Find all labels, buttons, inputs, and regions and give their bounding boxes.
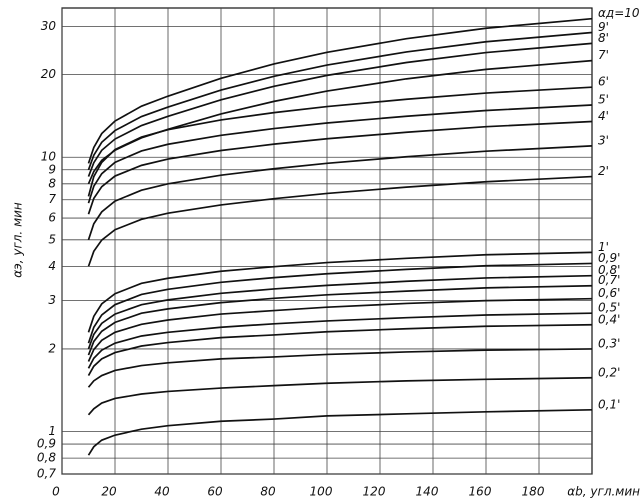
y-tick-label: 1 — [48, 424, 56, 438]
series-label: 8' — [598, 31, 609, 45]
y-tick-label: 5 — [48, 232, 56, 246]
y-tick-label: 4 — [48, 259, 56, 273]
y-tick-label: 0,7 — [37, 467, 56, 481]
series-label: 0,4' — [598, 312, 620, 326]
curve — [87, 31, 593, 171]
series-label: 5' — [598, 93, 609, 107]
curve — [87, 323, 593, 376]
x-tick-label: 20 — [101, 485, 117, 499]
y-tick-label: 0,9 — [37, 437, 56, 451]
y-tick-label: 2 — [48, 341, 56, 355]
series-label: 0,7' — [598, 273, 620, 287]
y-tick-label: 3 — [48, 293, 56, 307]
y-tick-label: 9 — [48, 162, 56, 176]
series-label: 2' — [598, 164, 609, 178]
curve — [87, 312, 593, 369]
y-axis-label: αэ, угл. мин — [11, 202, 25, 278]
curve — [87, 59, 593, 185]
x-tick-label: 40 — [154, 485, 170, 499]
curve — [87, 284, 593, 356]
series-label: 0,8' — [598, 263, 620, 277]
y-tick-label: 8 — [48, 176, 56, 190]
curve — [87, 17, 593, 164]
x-tick-label: 180 — [522, 485, 545, 499]
curve — [87, 348, 593, 388]
series-label: 4' — [598, 109, 609, 123]
curve — [87, 175, 593, 267]
series-label: 9' — [598, 20, 609, 34]
series-label: 0,1' — [598, 397, 620, 411]
y-tick-label: 6 — [48, 211, 56, 225]
curve — [87, 297, 593, 362]
series-label: 0,6' — [598, 286, 620, 300]
x-tick-label: 140 — [416, 485, 439, 499]
x-tick-label: 120 — [363, 485, 386, 499]
y-tick-label: 30 — [41, 19, 57, 33]
y-tick-label: 10 — [41, 150, 57, 164]
series-label: 0,2' — [598, 365, 620, 379]
series-label: αд=10 — [598, 6, 640, 20]
x-axis-label: αb, угл.мин — [567, 485, 640, 499]
series-label: 6' — [598, 75, 609, 89]
curve — [87, 42, 593, 177]
curve — [87, 86, 593, 197]
curve — [87, 408, 593, 456]
y-tick-label: 20 — [41, 67, 57, 81]
y-tick-label: 7 — [48, 192, 56, 206]
series-label: 7' — [598, 48, 609, 62]
series-label: 3' — [598, 133, 609, 147]
curve — [87, 274, 593, 350]
series-label: 0,5' — [598, 301, 620, 315]
curve — [87, 262, 593, 344]
x-tick-label: 0 — [52, 485, 60, 499]
curve — [87, 120, 593, 215]
x-tick-label: 60 — [207, 485, 223, 499]
series-label: 1' — [598, 240, 609, 254]
x-tick-label: 100 — [310, 485, 333, 499]
curve — [87, 376, 593, 416]
curve — [87, 145, 593, 241]
y-tick-label: 0,8 — [37, 451, 56, 465]
x-tick-label: 80 — [260, 485, 276, 499]
series-label: 0,9' — [598, 251, 620, 265]
curve — [87, 251, 593, 333]
series-label: 0,3' — [598, 336, 620, 350]
curve — [87, 104, 593, 204]
x-tick-label: 160 — [469, 485, 492, 499]
